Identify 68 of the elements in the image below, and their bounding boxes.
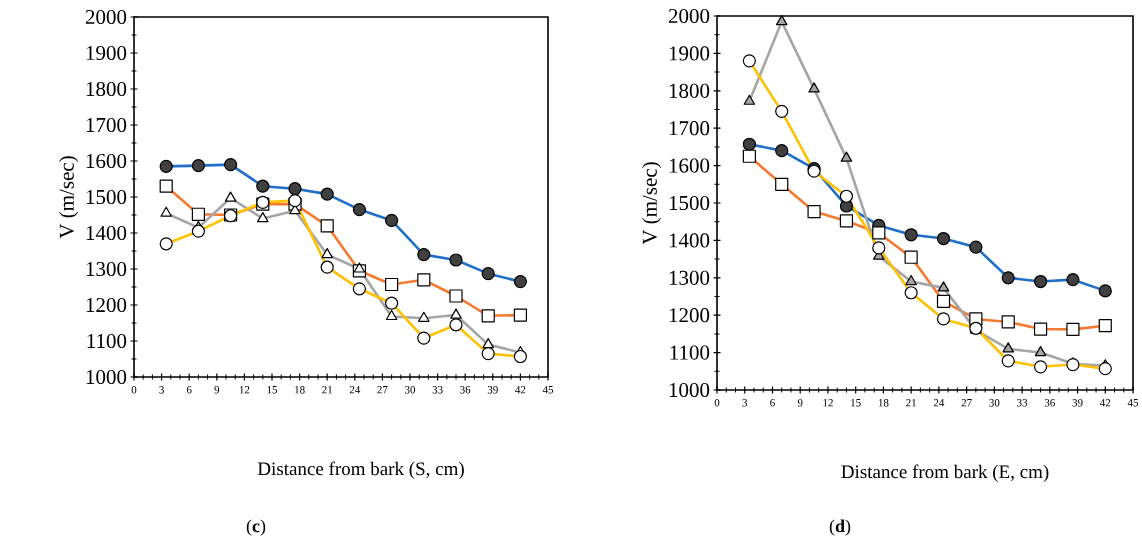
y-tick-label: 1400 bbox=[669, 233, 710, 248]
y-tick-label: 1700 bbox=[669, 121, 710, 136]
x-tick-label: 24 bbox=[933, 399, 945, 407]
x-tick-label: 42 bbox=[515, 386, 526, 394]
x-tick-label: 3 bbox=[159, 386, 164, 394]
x-tick-label: 33 bbox=[1017, 399, 1028, 407]
x-tick-label: 21 bbox=[906, 399, 916, 407]
x-tick-label: 45 bbox=[1127, 399, 1139, 407]
y-tick-label: 1800 bbox=[669, 83, 710, 98]
y-tick-label: 1200 bbox=[669, 308, 710, 323]
x-tick-label: 45 bbox=[542, 386, 554, 394]
x-tick-label: 30 bbox=[405, 386, 416, 394]
y-axis-title: V (m/sec) bbox=[642, 162, 662, 245]
x-tick-label: 12 bbox=[239, 386, 250, 394]
y-tick-label: 2000 bbox=[85, 9, 127, 25]
point bbox=[937, 281, 950, 292]
x-tick-label: 39 bbox=[487, 386, 498, 394]
x-tick-label: 3 bbox=[742, 399, 748, 407]
y-tick-label: 1300 bbox=[669, 270, 710, 285]
x-tick-label: 33 bbox=[432, 386, 443, 394]
x-tick-label: 36 bbox=[460, 386, 471, 394]
y-tick-label: 1200 bbox=[86, 297, 127, 313]
y-tick-label: 1500 bbox=[669, 195, 710, 211]
y-tick-label: 2000 bbox=[668, 8, 710, 24]
x-tick-label: 21 bbox=[322, 386, 333, 394]
x-tick-label: 18 bbox=[295, 386, 305, 394]
y-tick-label: 1700 bbox=[86, 117, 127, 133]
x-tick-label: 27 bbox=[377, 386, 388, 394]
point bbox=[775, 15, 788, 26]
x-tick-label: 6 bbox=[186, 386, 192, 394]
x-tick-label: 9 bbox=[214, 386, 220, 394]
x-tick-label: 24 bbox=[349, 386, 361, 394]
y-tick-label: 1500 bbox=[86, 189, 127, 205]
x-tick-label: 27 bbox=[961, 399, 972, 407]
x-tick-label: 42 bbox=[1100, 399, 1111, 407]
text: (d) bbox=[829, 519, 851, 536]
x-tick-label: 6 bbox=[770, 399, 775, 407]
y-tick-label: 1300 bbox=[86, 261, 127, 277]
point bbox=[905, 274, 917, 286]
y-tick-label: 1600 bbox=[86, 153, 127, 169]
y-tick-label: 1900 bbox=[669, 46, 710, 61]
x-tick-label: 9 bbox=[797, 399, 803, 407]
y-axis-title: V (m/sec) bbox=[59, 156, 79, 239]
x-tick-label: 0 bbox=[131, 386, 137, 394]
point bbox=[743, 94, 756, 105]
x-axis-title: Distance from bark (S, cm) bbox=[257, 461, 464, 480]
text: (c) bbox=[246, 519, 266, 536]
point bbox=[840, 151, 853, 162]
y-tick-label: 1000 bbox=[86, 369, 127, 385]
x-tick-label: 15 bbox=[267, 386, 278, 394]
y-tick-label: 1100 bbox=[87, 333, 127, 349]
y-tick-label: 1000 bbox=[669, 382, 710, 398]
x-tick-label: 30 bbox=[989, 399, 1000, 407]
x-axis-title: Distance from bark (E, cm) bbox=[841, 464, 1049, 483]
x-tick-label: 15 bbox=[851, 399, 861, 407]
y-tick-label: 1100 bbox=[670, 345, 710, 360]
y-tick-label: 1400 bbox=[86, 225, 127, 241]
x-tick-label: 0 bbox=[714, 399, 720, 407]
point bbox=[1034, 346, 1047, 357]
x-tick-label: 36 bbox=[1044, 399, 1055, 407]
x-tick-label: 18 bbox=[878, 399, 889, 407]
point bbox=[1002, 342, 1015, 353]
x-tick-label: 12 bbox=[823, 399, 833, 407]
y-tick-label: 1900 bbox=[86, 45, 127, 61]
y-tick-label: 1800 bbox=[86, 81, 127, 97]
point bbox=[808, 82, 820, 93]
y-tick-label: 1600 bbox=[669, 158, 710, 173]
x-tick-label: 39 bbox=[1072, 399, 1083, 407]
